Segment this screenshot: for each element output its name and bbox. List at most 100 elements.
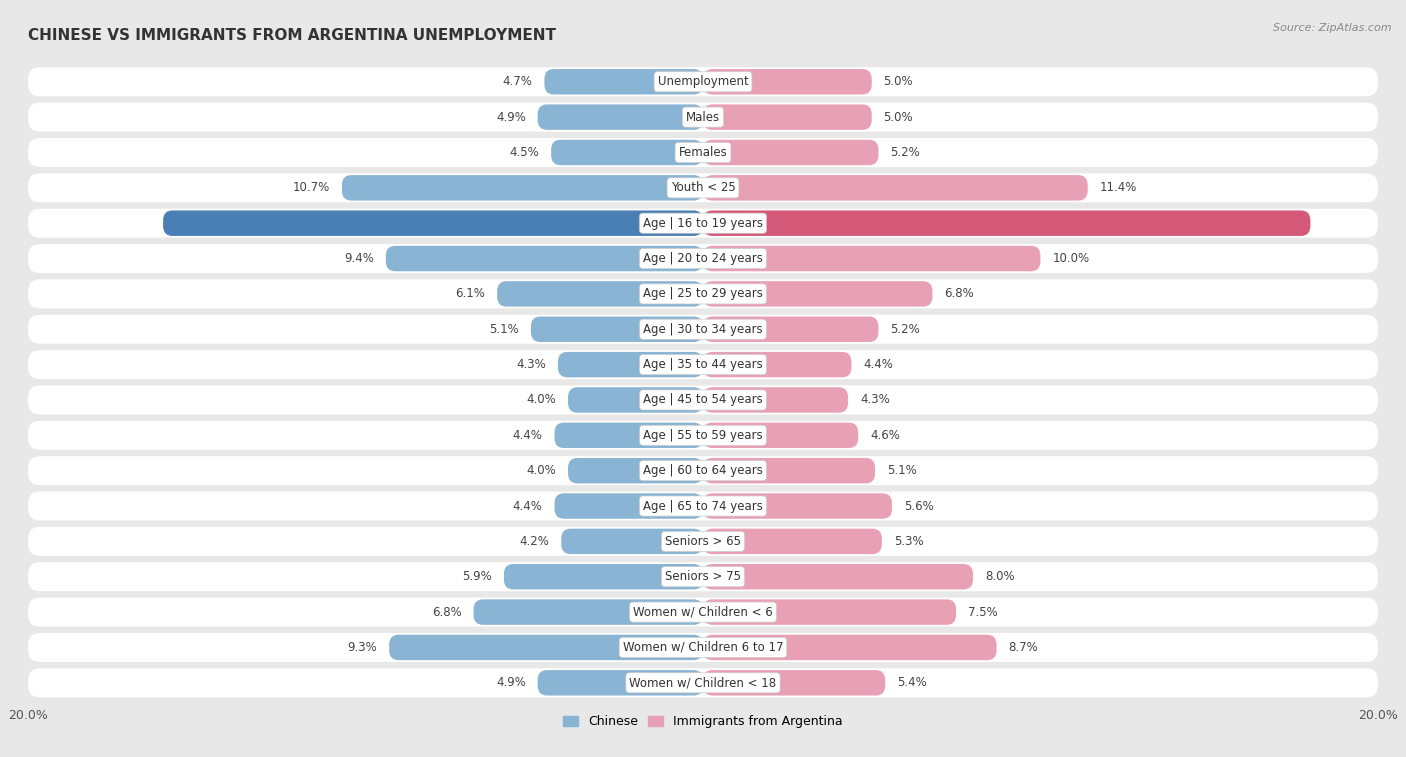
Text: Age | 20 to 24 years: Age | 20 to 24 years	[643, 252, 763, 265]
Text: 16.0%: 16.0%	[114, 217, 152, 229]
Text: 4.0%: 4.0%	[526, 464, 557, 477]
FancyBboxPatch shape	[703, 104, 872, 130]
Text: 4.7%: 4.7%	[503, 75, 533, 89]
Text: 4.3%: 4.3%	[860, 394, 890, 407]
FancyBboxPatch shape	[568, 388, 703, 413]
FancyBboxPatch shape	[703, 494, 891, 519]
Text: Women w/ Children < 18: Women w/ Children < 18	[630, 676, 776, 690]
Text: Women w/ Children < 6: Women w/ Children < 6	[633, 606, 773, 618]
FancyBboxPatch shape	[389, 634, 703, 660]
Text: Seniors > 75: Seniors > 75	[665, 570, 741, 583]
Text: 4.6%: 4.6%	[870, 428, 900, 442]
Text: Unemployment: Unemployment	[658, 75, 748, 89]
FancyBboxPatch shape	[474, 600, 703, 625]
FancyBboxPatch shape	[558, 352, 703, 377]
Text: Age | 25 to 29 years: Age | 25 to 29 years	[643, 288, 763, 301]
Text: Youth < 25: Youth < 25	[671, 182, 735, 195]
Text: 11.4%: 11.4%	[1099, 182, 1137, 195]
FancyBboxPatch shape	[28, 138, 1378, 167]
FancyBboxPatch shape	[703, 634, 997, 660]
FancyBboxPatch shape	[703, 175, 1088, 201]
Text: Women w/ Children 6 to 17: Women w/ Children 6 to 17	[623, 641, 783, 654]
FancyBboxPatch shape	[703, 422, 858, 448]
FancyBboxPatch shape	[28, 244, 1378, 273]
Text: Females: Females	[679, 146, 727, 159]
FancyBboxPatch shape	[544, 69, 703, 95]
Text: 5.0%: 5.0%	[883, 111, 912, 123]
FancyBboxPatch shape	[28, 668, 1378, 697]
Text: Males: Males	[686, 111, 720, 123]
Text: Age | 60 to 64 years: Age | 60 to 64 years	[643, 464, 763, 477]
FancyBboxPatch shape	[498, 281, 703, 307]
FancyBboxPatch shape	[703, 69, 872, 95]
Text: Age | 65 to 74 years: Age | 65 to 74 years	[643, 500, 763, 512]
FancyBboxPatch shape	[28, 315, 1378, 344]
FancyBboxPatch shape	[537, 104, 703, 130]
Text: Age | 35 to 44 years: Age | 35 to 44 years	[643, 358, 763, 371]
FancyBboxPatch shape	[28, 597, 1378, 627]
FancyBboxPatch shape	[28, 562, 1378, 591]
Text: 10.0%: 10.0%	[1052, 252, 1090, 265]
FancyBboxPatch shape	[503, 564, 703, 590]
Text: 4.5%: 4.5%	[509, 146, 540, 159]
Text: 5.0%: 5.0%	[883, 75, 912, 89]
FancyBboxPatch shape	[703, 352, 852, 377]
FancyBboxPatch shape	[342, 175, 703, 201]
FancyBboxPatch shape	[28, 103, 1378, 132]
Text: 5.6%: 5.6%	[904, 500, 934, 512]
FancyBboxPatch shape	[531, 316, 703, 342]
FancyBboxPatch shape	[28, 173, 1378, 202]
Text: 5.9%: 5.9%	[463, 570, 492, 583]
FancyBboxPatch shape	[28, 527, 1378, 556]
Text: 4.2%: 4.2%	[520, 535, 550, 548]
Text: 5.2%: 5.2%	[890, 322, 920, 336]
FancyBboxPatch shape	[163, 210, 703, 236]
Text: 5.1%: 5.1%	[887, 464, 917, 477]
Text: 4.9%: 4.9%	[496, 111, 526, 123]
Text: 18.0%: 18.0%	[1322, 217, 1362, 229]
Text: CHINESE VS IMMIGRANTS FROM ARGENTINA UNEMPLOYMENT: CHINESE VS IMMIGRANTS FROM ARGENTINA UNE…	[28, 28, 557, 43]
Text: 4.4%: 4.4%	[863, 358, 893, 371]
FancyBboxPatch shape	[703, 316, 879, 342]
FancyBboxPatch shape	[568, 458, 703, 484]
FancyBboxPatch shape	[537, 670, 703, 696]
FancyBboxPatch shape	[28, 633, 1378, 662]
Text: 16.0%: 16.0%	[111, 217, 152, 229]
FancyBboxPatch shape	[28, 456, 1378, 485]
FancyBboxPatch shape	[703, 388, 848, 413]
Text: Age | 45 to 54 years: Age | 45 to 54 years	[643, 394, 763, 407]
Text: 9.3%: 9.3%	[347, 641, 377, 654]
Text: 18.0%: 18.0%	[1322, 217, 1360, 229]
FancyBboxPatch shape	[561, 528, 703, 554]
Text: 8.0%: 8.0%	[984, 570, 1014, 583]
FancyBboxPatch shape	[703, 670, 886, 696]
FancyBboxPatch shape	[703, 246, 1040, 271]
FancyBboxPatch shape	[703, 458, 875, 484]
Text: 4.9%: 4.9%	[496, 676, 526, 690]
FancyBboxPatch shape	[385, 246, 703, 271]
FancyBboxPatch shape	[703, 600, 956, 625]
Text: 4.4%: 4.4%	[513, 500, 543, 512]
FancyBboxPatch shape	[703, 210, 1310, 236]
Text: 10.7%: 10.7%	[292, 182, 330, 195]
Text: 4.0%: 4.0%	[526, 394, 557, 407]
Text: Age | 16 to 19 years: Age | 16 to 19 years	[643, 217, 763, 229]
FancyBboxPatch shape	[551, 140, 703, 165]
Text: 6.1%: 6.1%	[456, 288, 485, 301]
FancyBboxPatch shape	[28, 385, 1378, 415]
Text: 4.3%: 4.3%	[516, 358, 546, 371]
Text: 6.8%: 6.8%	[945, 288, 974, 301]
FancyBboxPatch shape	[703, 528, 882, 554]
Legend: Chinese, Immigrants from Argentina: Chinese, Immigrants from Argentina	[558, 710, 848, 733]
FancyBboxPatch shape	[703, 564, 973, 590]
FancyBboxPatch shape	[28, 350, 1378, 379]
FancyBboxPatch shape	[703, 281, 932, 307]
FancyBboxPatch shape	[28, 279, 1378, 308]
Text: 8.7%: 8.7%	[1008, 641, 1038, 654]
Text: Source: ZipAtlas.com: Source: ZipAtlas.com	[1274, 23, 1392, 33]
FancyBboxPatch shape	[28, 491, 1378, 521]
Text: Age | 55 to 59 years: Age | 55 to 59 years	[643, 428, 763, 442]
Text: 4.4%: 4.4%	[513, 428, 543, 442]
Text: 7.5%: 7.5%	[967, 606, 998, 618]
FancyBboxPatch shape	[554, 422, 703, 448]
